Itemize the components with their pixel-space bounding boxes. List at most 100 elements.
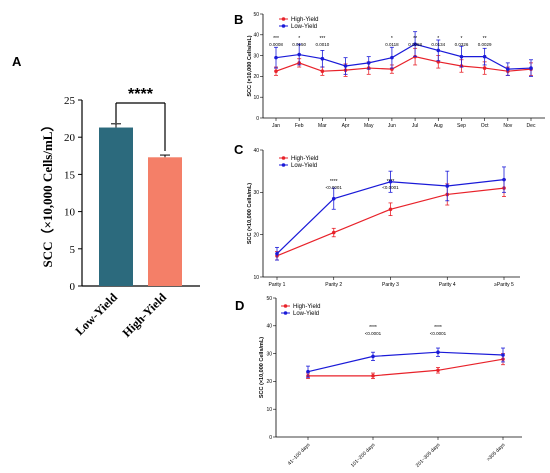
point-d-low-yield: [501, 353, 505, 357]
xtick-label-d: 101~200 days: [350, 442, 377, 469]
xtick-label-b: Jan: [272, 123, 280, 129]
point-b-low-yield: [482, 54, 487, 59]
ytick-label-a: 10: [64, 207, 76, 219]
axis-label-b-y: SCC (×10,000 Cells/mL): [247, 35, 253, 96]
ytick-label-d: 20: [266, 379, 272, 385]
legend-label-d: Low-Yield: [293, 311, 319, 317]
sig-stars-b: ***: [273, 36, 279, 42]
sig-stars-b: **: [483, 36, 487, 42]
legend-label-b: Low-Yield: [291, 24, 317, 30]
point-d-low-yield: [371, 354, 375, 359]
sig-pvalue-c: <0.0001: [326, 185, 343, 190]
series-line-d-low-yield: [307, 351, 504, 373]
sig-stars-a: ****: [128, 86, 154, 103]
legend-marker-b: [281, 24, 286, 28]
xtick-label-b: Jun: [388, 123, 396, 129]
ytick-label-d: 0: [269, 435, 272, 441]
point-c-high-yield: [388, 207, 393, 212]
ytick-label-b: 20: [253, 74, 259, 80]
point-c-low-yield: [388, 179, 393, 184]
point-b-low-yield: [413, 42, 417, 46]
legend-marker-d: [283, 304, 288, 308]
axis-label-c-y: SCC (×10,000 Cells/mL): [247, 183, 253, 244]
legend-marker-c: [281, 156, 286, 160]
ytick-label-c: 30: [253, 190, 259, 196]
point-b-high-yield: [320, 69, 325, 73]
sig-stars-d: ****: [434, 325, 442, 331]
sig-pvalue-b: 0.0134: [431, 42, 445, 47]
xtick-label-b: Feb: [295, 123, 304, 129]
sig-stars-b: ***: [319, 36, 325, 42]
sig-stars-b: *: [391, 36, 393, 42]
ytick-label-a: 25: [64, 95, 76, 107]
sig-pvalue-b: 0.0150: [292, 42, 306, 47]
xtick-label-d: 201~305 days: [415, 442, 442, 469]
ytick-label-d: 40: [266, 324, 272, 330]
xtick-label-b: Nov: [503, 123, 512, 129]
ytick-label-d: 10: [266, 407, 272, 413]
ytick-label-d: 50: [266, 296, 272, 302]
legend-label-c: High-Yield: [291, 156, 318, 162]
point-d-high-yield: [436, 368, 440, 373]
ytick-label-a: 0: [70, 281, 76, 293]
series-line-b-low-yield: [275, 43, 532, 70]
ytick-label-c: 20: [253, 232, 259, 238]
xtick-label-b: Dec: [527, 123, 536, 129]
point-d-high-yield: [371, 374, 375, 378]
sig-stars-b: *: [460, 36, 462, 42]
xtick-label-b: Sep: [457, 123, 466, 129]
point-b-low-yield: [297, 52, 301, 57]
ytick-label-b: 40: [253, 33, 259, 39]
point-b-low-yield: [343, 64, 348, 68]
legend-label-d: High-Yield: [293, 304, 320, 310]
sig-pvalue-d: <0.0001: [430, 331, 447, 336]
series-line-b-high-yield: [275, 56, 532, 72]
ytick-label-b: 50: [253, 12, 259, 18]
panel-label-d: D: [235, 298, 244, 313]
ytick-label-b: 0: [256, 116, 259, 122]
xtick-label-b: Jul: [412, 123, 418, 129]
point-c-low-yield: [445, 184, 450, 188]
series-line-d-high-yield: [308, 358, 504, 377]
axis-label-a-y: SCC（×10,000 Cells/mL）: [40, 119, 55, 268]
xtick-label-a: Low-Yield: [72, 290, 120, 338]
sig-pvalue-b: 0.0010: [315, 42, 329, 47]
point-b-low-yield: [459, 54, 464, 59]
series-line-c-high-yield: [276, 187, 505, 257]
point-b-low-yield: [436, 48, 441, 53]
point-c-low-yield: [275, 251, 279, 256]
point-d-low-yield: [306, 369, 310, 374]
xtick-label-b: Oct: [481, 123, 489, 129]
ytick-label-c: 40: [253, 148, 259, 154]
bar-a-high-yield: [148, 157, 182, 286]
legend-marker-b: [281, 17, 286, 21]
sig-stars-c: ****: [387, 179, 395, 185]
sig-stars-b: *: [298, 36, 300, 42]
sig-pvalue-d: <0.0001: [365, 331, 382, 336]
xtick-label-d: 41~100 days: [287, 442, 312, 467]
panel-label-c: C: [234, 142, 244, 157]
sig-stars-b: **: [413, 36, 417, 42]
axis-label-d-y: SCC (×10,000 Cells/mL): [259, 337, 265, 398]
bar-a-low-yield: [99, 127, 133, 286]
ytick-label-b: 10: [253, 95, 259, 101]
sig-stars-d: ****: [369, 325, 377, 331]
xtick-label-b: Aug: [434, 123, 443, 129]
point-b-low-yield: [529, 66, 533, 70]
legend-marker-c: [281, 163, 286, 167]
xtick-label-b: Apr: [342, 123, 350, 129]
xtick-label-c: Parity 3: [382, 282, 399, 288]
panel-label-b: B: [234, 12, 243, 27]
point-b-low-yield: [366, 61, 371, 65]
point-b-low-yield: [320, 56, 325, 61]
point-b-high-yield: [482, 66, 487, 70]
point-d-low-yield: [436, 350, 440, 355]
sig-pvalue-b: 0.0029: [478, 42, 492, 47]
point-b-low-yield: [274, 55, 278, 60]
xtick-label-d: >305 days: [486, 442, 507, 463]
sig-pvalue-b: 0.0008: [269, 42, 283, 47]
ytick-label-a: 20: [64, 132, 76, 144]
xtick-label-c: Parity 1: [269, 282, 286, 288]
sig-pvalue-b: 0.0326: [455, 42, 469, 47]
